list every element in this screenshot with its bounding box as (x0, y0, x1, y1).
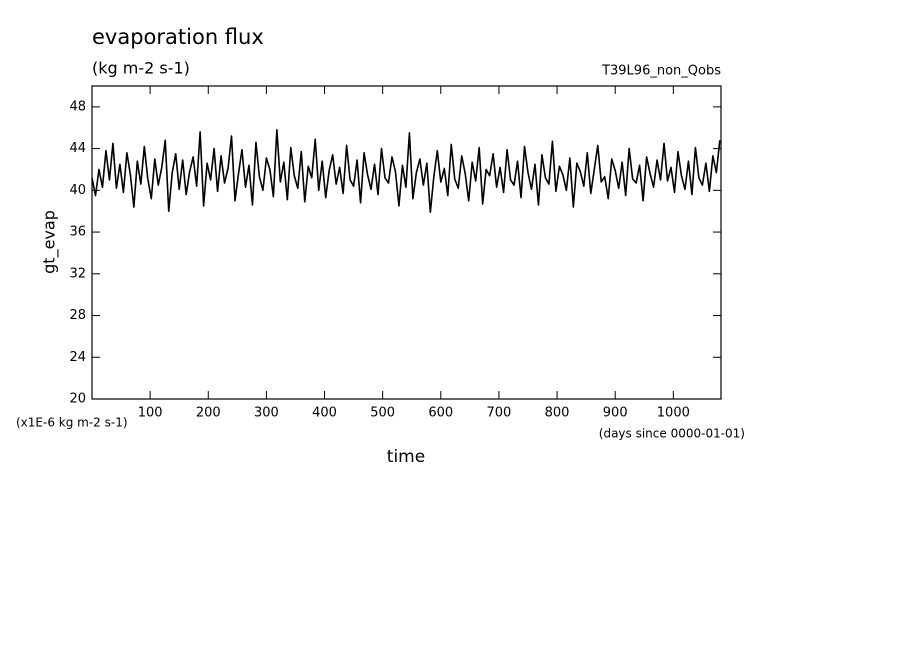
y-tick-label: 28 (69, 308, 86, 323)
y-units-note: (x1E-6 kg m-2 s-1) (16, 416, 128, 430)
y-tick-label: 44 (69, 141, 86, 156)
chart-subtitle: (kg m-2 s-1) (92, 59, 190, 78)
x-tick-label: 300 (254, 406, 279, 421)
x-tick-label: 600 (428, 406, 453, 421)
x-units-note: (days since 0000-01-01) (599, 427, 745, 441)
x-tick-label: 700 (487, 406, 512, 421)
x-axis-label: time (387, 447, 425, 467)
y-tick-label: 32 (69, 266, 86, 281)
data-line (91, 129, 721, 214)
y-tick-label: 36 (69, 225, 86, 240)
plot-frame (91, 85, 722, 400)
x-tick-label: 900 (603, 406, 628, 421)
x-tick-label: 800 (545, 406, 570, 421)
x-tick-label: 1000 (657, 406, 690, 421)
y-tick-label: 40 (69, 183, 86, 198)
chart-title: evaporation flux (92, 25, 264, 49)
x-tick-label: 100 (138, 406, 163, 421)
y-axis-label: gt_evap (40, 210, 60, 274)
x-tick-label: 200 (196, 406, 221, 421)
y-tick-label: 24 (69, 350, 86, 365)
y-tick-label: 48 (69, 99, 86, 114)
x-tick-label: 400 (312, 406, 337, 421)
run-label: T39L96_non_Qobs (601, 64, 721, 79)
x-tick-label: 500 (370, 406, 395, 421)
y-tick-label: 20 (69, 392, 86, 407)
